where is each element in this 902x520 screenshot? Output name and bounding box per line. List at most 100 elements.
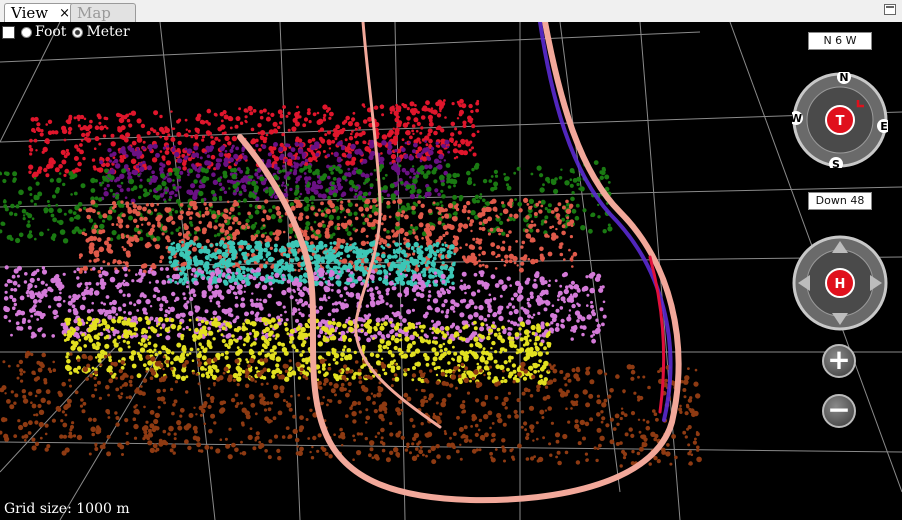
event-point [430,107,434,110]
event-point [110,133,115,138]
event-point [245,267,251,272]
event-point [424,247,429,252]
event-point [389,111,393,115]
event-point [339,251,344,256]
event-point [281,342,285,347]
event-point [201,325,207,331]
event-point [259,263,264,269]
event-point [63,154,68,159]
event-point [366,328,372,334]
event-point [569,284,573,289]
event-point [43,167,48,173]
event-point [188,266,192,269]
event-point [210,190,216,195]
event-point [313,254,319,260]
event-point [147,326,151,330]
event-point [259,360,265,366]
event-point [333,254,338,258]
event-point [28,170,32,174]
event-point [429,225,436,231]
event-point [151,224,156,229]
event-point [575,203,580,208]
event-point [591,311,596,317]
event-point [328,116,332,120]
event-point [338,129,345,135]
event-point [10,203,15,209]
event-point [90,196,95,201]
event-point [451,102,455,106]
event-point [45,123,48,126]
event-point [115,313,119,316]
event-point [499,280,504,285]
event-point [336,215,341,220]
event-point [47,228,50,231]
event-point [299,289,303,293]
event-point [325,272,328,275]
event-point [478,315,484,321]
event-point [255,267,262,273]
event-point [331,283,334,287]
event-point [420,203,425,208]
3d-viewport[interactable]: Foot Meter Grid size: 1000 m N 6 W T N S… [0,22,902,520]
event-point [460,279,463,283]
event-point [259,275,266,282]
event-point [95,356,98,359]
event-point [406,348,411,353]
event-point [87,327,93,333]
event-point [329,111,334,117]
event-point [233,153,239,160]
event-point [313,275,319,281]
event-point [332,177,337,181]
event-point [280,153,285,158]
event-point [559,252,564,257]
event-point [287,371,291,375]
event-point [439,160,442,163]
event-point [536,325,541,331]
event-point [437,292,443,298]
event-point [108,330,111,334]
event-point [142,160,146,165]
event-point [443,99,446,102]
event-point [294,162,300,167]
event-point [309,195,316,201]
event-point [317,222,323,228]
event-point [291,126,297,132]
event-point [79,149,84,155]
event-point [247,181,251,185]
event-point [226,200,230,204]
event-point [285,253,291,259]
tab-view[interactable]: View × [4,3,74,23]
event-point [26,289,30,293]
event-point [184,147,188,151]
event-point [178,239,182,244]
event-point [277,301,282,306]
event-point [155,152,160,158]
event-point [362,273,366,277]
event-point [389,161,393,165]
event-point [404,231,409,237]
event-point [336,177,342,183]
tab-map[interactable]: Map [70,3,136,23]
event-point [332,241,337,245]
event-point [365,249,370,255]
event-point [441,261,445,265]
event-point [508,259,513,264]
event-point [176,174,182,180]
restore-window-icon[interactable] [884,4,896,15]
event-point [186,148,193,154]
event-point [90,177,96,184]
event-point [62,299,66,303]
close-icon[interactable]: × [59,6,70,21]
event-point [279,114,284,119]
event-point [337,251,341,255]
event-point [128,301,133,305]
event-point [451,336,456,341]
event-point [149,316,154,321]
event-point [385,292,390,296]
event-point [55,203,59,207]
event-point [424,263,429,267]
event-point [601,166,606,171]
event-point [47,119,53,125]
event-point [225,334,231,339]
event-point [164,299,169,304]
